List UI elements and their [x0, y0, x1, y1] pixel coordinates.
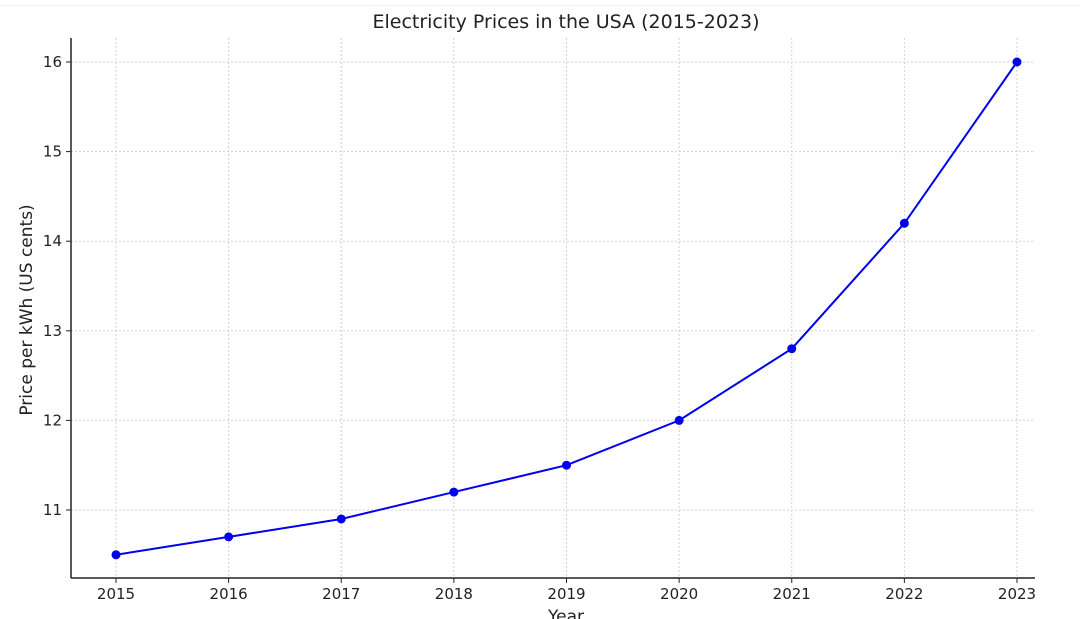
y-tick-label: 14	[43, 232, 62, 250]
y-tick-label: 16	[43, 53, 62, 71]
x-tick-label: 2016	[210, 585, 248, 603]
x-tick-label: 2018	[435, 585, 473, 603]
data-point-2020	[674, 415, 684, 425]
data-point-2016	[224, 532, 234, 542]
x-axis-label: Year	[547, 607, 584, 619]
x-tick-label: 2015	[97, 585, 135, 603]
y-tick-label: 11	[43, 501, 62, 519]
x-tick-label: 2019	[547, 585, 585, 603]
y-tick-label: 13	[43, 322, 62, 340]
top-divider	[0, 5, 1080, 6]
y-tick-label: 15	[43, 143, 62, 161]
data-point-2019	[562, 460, 571, 470]
data-point-2022	[899, 218, 909, 228]
data-point-2018	[449, 487, 459, 497]
x-tick-label: 2023	[998, 585, 1036, 603]
x-tick-label: 2022	[885, 585, 923, 603]
x-tick-label: 2020	[660, 585, 698, 603]
x-tick-label: 2021	[773, 585, 811, 603]
chart-title: Electricity Prices in the USA (2015-2023…	[372, 11, 759, 33]
data-point-2023	[1012, 57, 1022, 67]
data-point-2017	[336, 514, 346, 524]
y-axis-label: Price per kWh (US cents)	[17, 204, 37, 415]
y-tick-label: 12	[43, 411, 62, 429]
data-point-2021	[787, 344, 797, 354]
data-point-2015	[111, 550, 121, 560]
x-tick-label: 2017	[322, 585, 360, 603]
